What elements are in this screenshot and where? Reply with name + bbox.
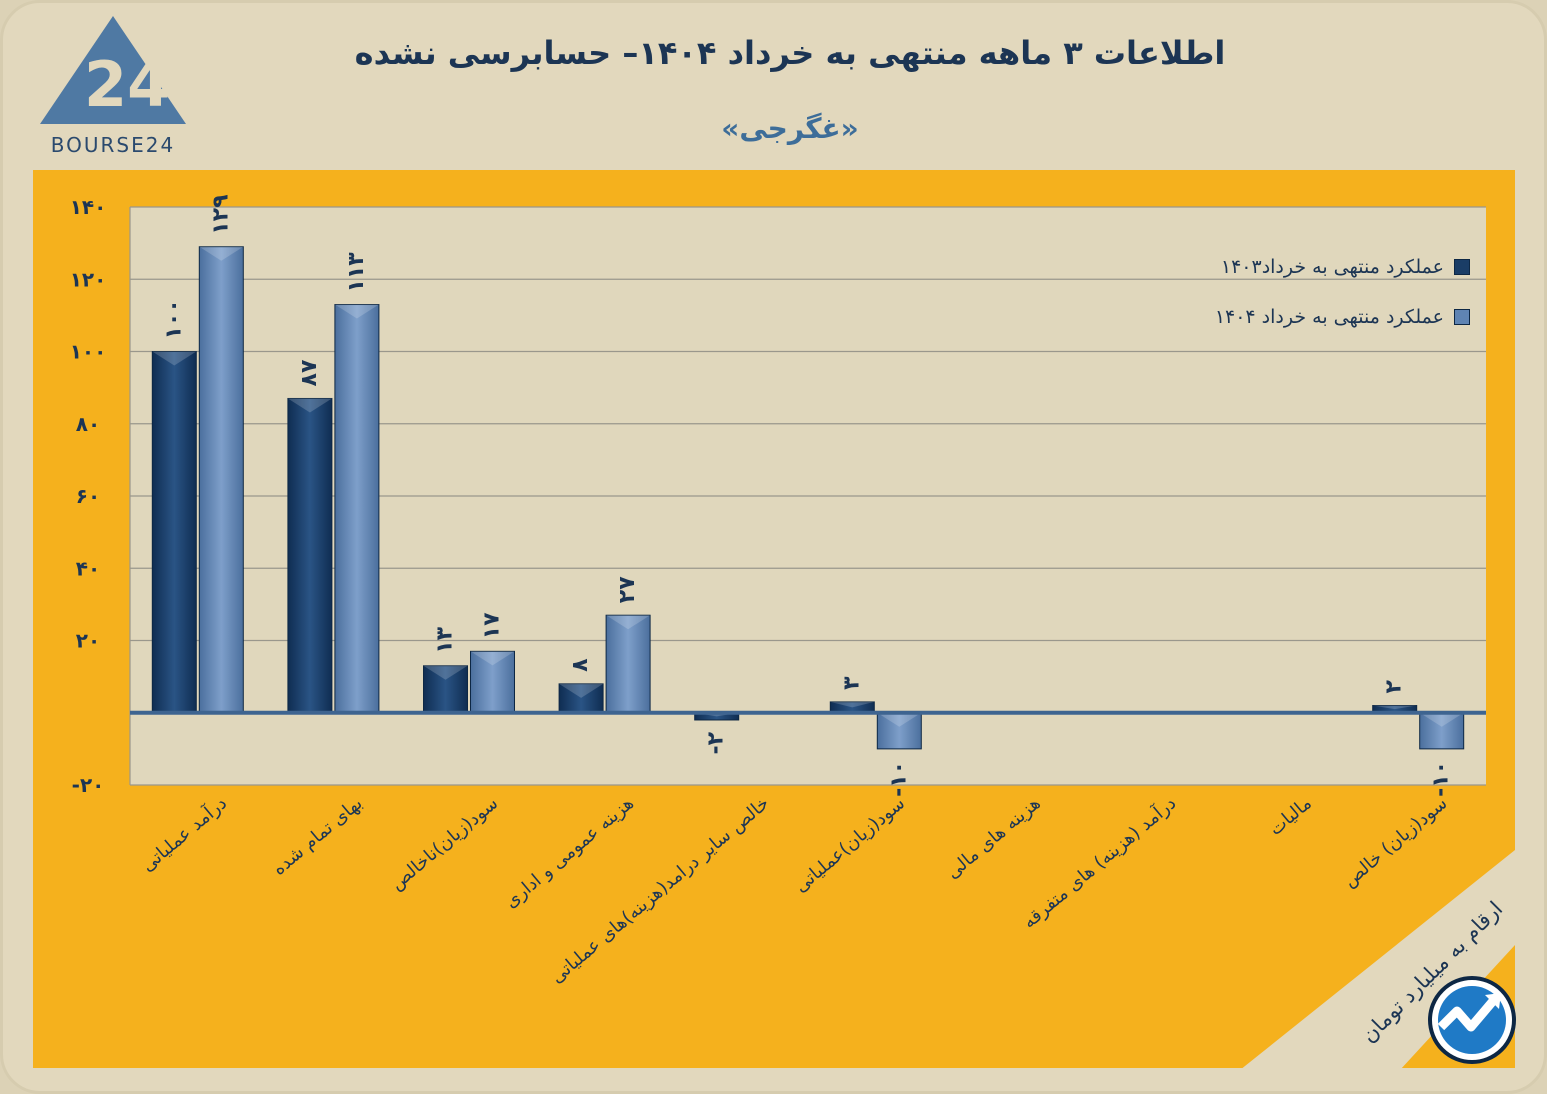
legend-label-1404: عملکرد منتهی به خرداد ۱۴۰۴ xyxy=(1214,306,1444,328)
data-label: ۱۲۹ xyxy=(208,194,233,234)
bar-bevel xyxy=(830,701,875,708)
svg-text:24: 24 xyxy=(84,48,170,121)
chart-title: اطلاعات ۳ ماهه منتهی به خرداد ۱۴۰۴– حساب… xyxy=(354,34,1226,72)
legend-item-1404: عملکرد منتهی به خرداد ۱۴۰۴ xyxy=(1160,292,1470,342)
bar-bevel xyxy=(559,683,604,698)
x-tick-label: سود(زیان)ناخالص xyxy=(386,793,502,895)
y-tick-label: ۴۰ xyxy=(76,556,100,580)
data-label: -۱۰ xyxy=(886,761,911,797)
bar-bevel xyxy=(1372,705,1417,710)
data-label: ۲ xyxy=(1382,680,1407,694)
bar-bevel xyxy=(877,712,922,727)
bar-1403 xyxy=(287,397,333,714)
legend-label-1403: عملکرد منتهی به خرداد۱۴۰۳ xyxy=(1220,256,1444,278)
bar-bevel xyxy=(287,398,332,413)
chart-legend: عملکرد منتهی به خرداد۱۴۰۳ عملکرد منتهی ب… xyxy=(1160,242,1470,342)
x-tick-label: سود(زیان) خالص xyxy=(1339,793,1451,892)
y-tick-label: ۱۰۰ xyxy=(70,340,107,364)
x-tick-label: خالص سایر درامد(هزینه)های عملیاتی xyxy=(547,793,774,988)
bar-1404 xyxy=(334,304,380,714)
data-label: ۱۳ xyxy=(433,626,458,653)
bar-bevel xyxy=(470,651,515,666)
legend-item-1403: عملکرد منتهی به خرداد۱۴۰۳ xyxy=(1160,242,1470,292)
x-tick-label: درآمد (هزینه) های متفرقه xyxy=(1018,791,1181,933)
chart-subtitle: «غگرجی» xyxy=(721,112,859,145)
data-label: ۲۷ xyxy=(615,576,640,603)
bar-bevel xyxy=(1419,712,1464,727)
x-tick-label: درآمد عملیاتی xyxy=(136,791,231,876)
x-tick-label: بهای تمام شده xyxy=(269,793,367,880)
data-label: ۳ xyxy=(839,676,864,690)
bar-1404 xyxy=(605,614,651,714)
legend-swatch-1403 xyxy=(1454,259,1470,275)
x-tick-label: سود(زیان)عملیاتی xyxy=(791,793,909,897)
y-tick-label: ۸۰ xyxy=(76,412,100,436)
bar-bevel xyxy=(199,246,244,261)
bar-bevel xyxy=(606,615,651,630)
data-label: ۸۷ xyxy=(297,359,322,386)
y-tick-label: ۲۰ xyxy=(76,629,100,653)
x-tick-label: هزینه عمومی و اداری xyxy=(501,793,638,913)
bar-1404 xyxy=(198,246,244,714)
data-label: ۱۰۰ xyxy=(161,299,186,339)
bar-1404 xyxy=(876,712,922,750)
y-tick-label: -۲۰ xyxy=(72,773,105,797)
data-label: -۱۰ xyxy=(1429,761,1454,797)
y-tick-label: ۶۰ xyxy=(76,484,100,508)
data-label: ۸ xyxy=(568,658,593,672)
x-tick-label: هزینه های مالی xyxy=(943,793,1045,883)
data-label: ۱۱۳ xyxy=(344,252,369,293)
bourse24-logo: 24 BOURSE24 xyxy=(40,16,186,157)
x-tick-label: مالیات xyxy=(1265,793,1316,840)
bar-1404 xyxy=(1419,712,1465,750)
bar-1403 xyxy=(558,683,604,714)
trend-arrow-icon xyxy=(1428,976,1516,1064)
y-tick-label: ۱۲۰ xyxy=(70,267,107,291)
logo-text: BOURSE24 xyxy=(51,133,175,157)
data-label: -۲ xyxy=(704,731,729,754)
data-label: ۱۷ xyxy=(480,612,505,639)
bar-1404 xyxy=(470,650,515,714)
bar-bevel xyxy=(152,351,197,366)
legend-swatch-1404 xyxy=(1454,309,1470,325)
bar-bevel xyxy=(334,304,379,319)
y-tick-label: ۱۴۰ xyxy=(70,195,107,219)
bar-bevel xyxy=(423,665,468,680)
bar-1403 xyxy=(151,351,197,714)
